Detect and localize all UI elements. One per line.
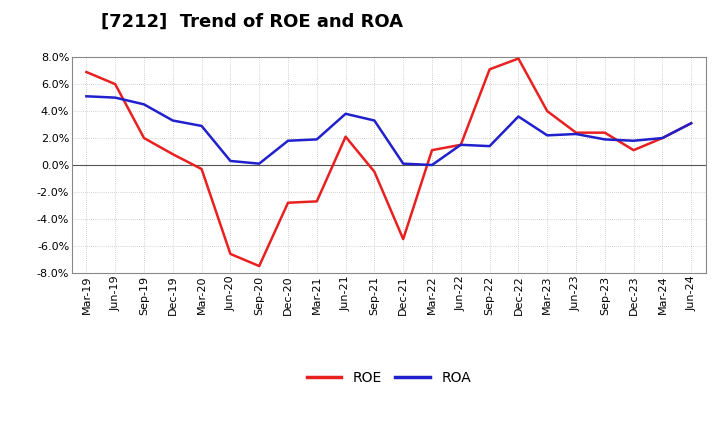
- ROE: [629, 147, 638, 153]
- Legend: ROE, ROA: ROE, ROA: [301, 366, 477, 391]
- ROA: [687, 121, 696, 126]
- ROE: [370, 169, 379, 174]
- ROE: [197, 166, 206, 172]
- ROA: [543, 133, 552, 138]
- ROA: [572, 132, 580, 137]
- ROA: [485, 143, 494, 149]
- ROA: [456, 142, 465, 147]
- ROA: [226, 158, 235, 164]
- ROE: [543, 108, 552, 114]
- ROA: [629, 138, 638, 143]
- ROA: [428, 162, 436, 168]
- ROE: [341, 134, 350, 139]
- ROE: [168, 151, 177, 157]
- ROE: [600, 130, 609, 136]
- ROE: [111, 81, 120, 87]
- ROE: [82, 70, 91, 75]
- ROA: [284, 138, 292, 143]
- ROE: [456, 142, 465, 147]
- ROA: [399, 161, 408, 166]
- ROE: [485, 67, 494, 72]
- Line: ROE: ROE: [86, 59, 691, 266]
- ROE: [312, 199, 321, 204]
- ROA: [197, 123, 206, 128]
- ROE: [226, 251, 235, 257]
- Text: [7212]  Trend of ROE and ROA: [7212] Trend of ROE and ROA: [101, 13, 402, 31]
- ROE: [284, 200, 292, 205]
- ROA: [341, 111, 350, 117]
- ROA: [255, 161, 264, 166]
- ROA: [140, 102, 148, 107]
- ROE: [687, 121, 696, 126]
- ROE: [572, 130, 580, 136]
- ROA: [82, 94, 91, 99]
- ROA: [658, 136, 667, 141]
- Line: ROA: ROA: [86, 96, 691, 165]
- ROA: [312, 137, 321, 142]
- ROE: [399, 236, 408, 242]
- ROE: [514, 56, 523, 61]
- ROE: [255, 264, 264, 269]
- ROA: [168, 118, 177, 123]
- ROA: [111, 95, 120, 100]
- ROE: [658, 136, 667, 141]
- ROA: [600, 137, 609, 142]
- ROE: [428, 147, 436, 153]
- ROA: [514, 114, 523, 119]
- ROA: [370, 118, 379, 123]
- ROE: [140, 136, 148, 141]
